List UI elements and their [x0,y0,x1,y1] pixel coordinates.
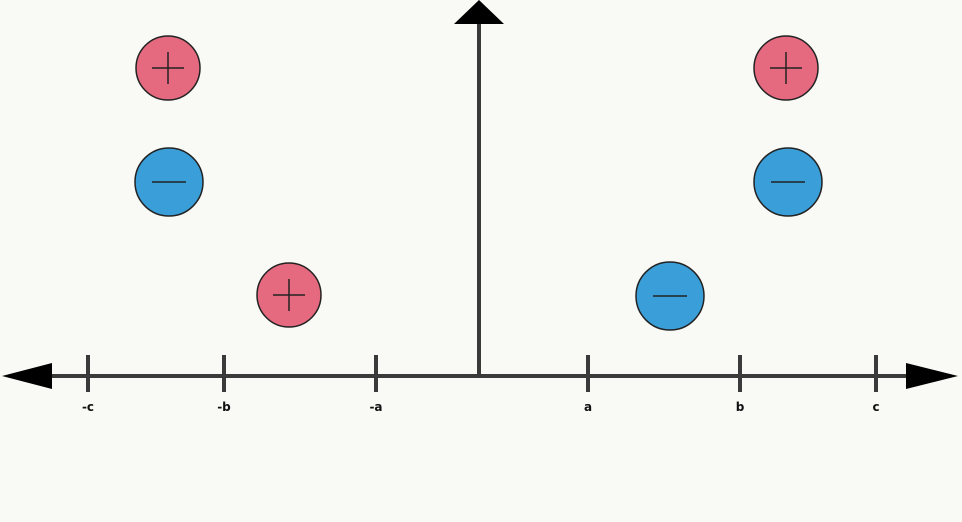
positive-charge [135,35,201,101]
tick-labels: -c -b -a a b c [82,400,880,414]
tick-label-b: b [736,400,745,414]
tick-label-neg-b: -b [217,400,231,414]
x-axis-right-arrow [906,363,958,389]
tick-label-a: a [584,400,592,414]
x-axis-left-arrow [2,363,52,389]
positive-charge [753,35,819,101]
positive-charge [256,262,322,328]
tick-label-neg-c: -c [82,400,94,414]
negative-charge [753,147,823,217]
tick-label-neg-a: -a [369,400,382,414]
tick-label-c: c [872,400,879,414]
tick-marks [86,355,878,392]
negative-charge [134,147,204,217]
negative-charge [635,261,705,331]
y-axis-up-arrow [454,0,504,24]
